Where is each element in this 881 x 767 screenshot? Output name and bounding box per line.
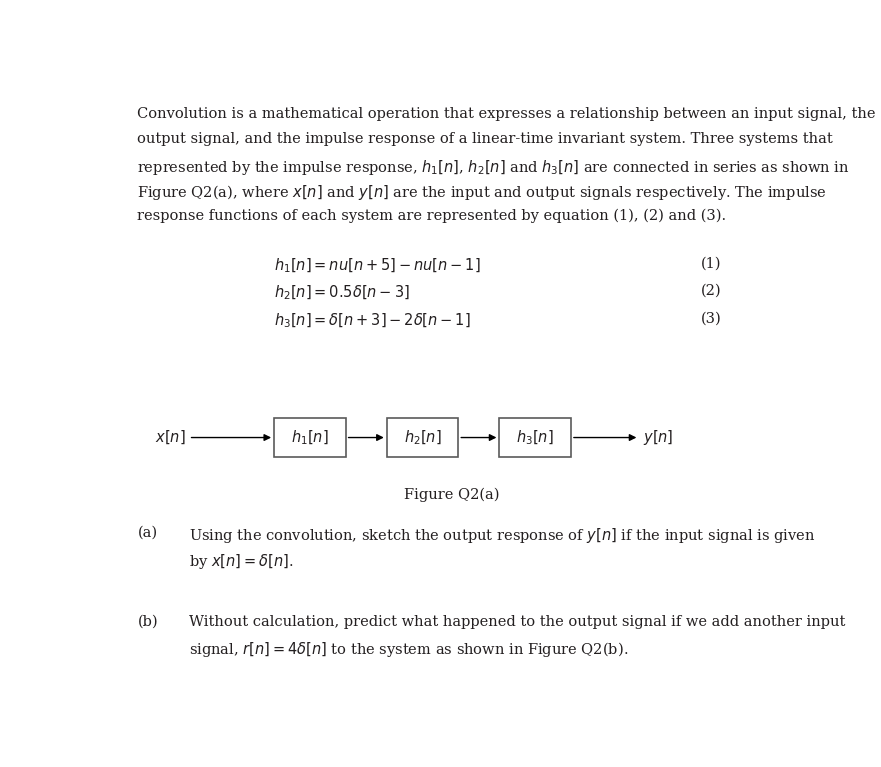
Text: $h_1[n] = nu[n + 5] - nu[n - 1]$: $h_1[n] = nu[n + 5] - nu[n - 1]$: [274, 256, 480, 275]
Text: (3): (3): [700, 311, 722, 326]
Text: Using the convolution, sketch the output response of $y[n]$ if the input signal : Using the convolution, sketch the output…: [189, 526, 815, 545]
Text: signal, $r[n] = 4\delta[n]$ to the system as shown in Figure Q2(b).: signal, $r[n] = 4\delta[n]$ to the syste…: [189, 640, 628, 659]
Text: $h_1[n]$: $h_1[n]$: [291, 428, 329, 446]
Text: $h_3[n] = \delta[n + 3] - 2\delta[n - 1]$: $h_3[n] = \delta[n + 3] - 2\delta[n - 1]…: [274, 311, 470, 330]
Text: (a): (a): [137, 526, 158, 540]
Text: represented by the impulse response, $h_1[n]$, $h_2[n]$ and $h_3[n]$ are connect: represented by the impulse response, $h_…: [137, 157, 850, 176]
FancyBboxPatch shape: [274, 418, 345, 456]
Text: $x[n]$: $x[n]$: [155, 429, 185, 446]
Text: output signal, and the impulse response of a linear-time invariant system. Three: output signal, and the impulse response …: [137, 132, 833, 146]
FancyBboxPatch shape: [387, 418, 458, 456]
Text: $y[n]$: $y[n]$: [642, 428, 673, 447]
Text: $h_2[n] = 0.5\delta[n-3]$: $h_2[n] = 0.5\delta[n-3]$: [274, 284, 410, 302]
Text: response functions of each system are represented by equation (1), (2) and (3).: response functions of each system are re…: [137, 209, 727, 222]
Text: $h_2[n]$: $h_2[n]$: [403, 428, 441, 446]
Text: (b): (b): [137, 614, 158, 629]
Text: (1): (1): [700, 256, 722, 270]
Text: by $x[n] = \delta[n]$.: by $x[n] = \delta[n]$.: [189, 551, 293, 571]
Text: Figure Q2(a), where $x[n]$ and $y[n]$ are the input and output signals respectiv: Figure Q2(a), where $x[n]$ and $y[n]$ ar…: [137, 183, 827, 202]
Text: Convolution is a mathematical operation that expresses a relationship between an: Convolution is a mathematical operation …: [137, 107, 876, 121]
Text: (2): (2): [700, 284, 722, 298]
Text: Figure Q2(a): Figure Q2(a): [403, 488, 500, 502]
Text: $h_3[n]$: $h_3[n]$: [516, 428, 554, 446]
FancyBboxPatch shape: [500, 418, 571, 456]
Text: Without calculation, predict what happened to the output signal if we add anothe: Without calculation, predict what happen…: [189, 614, 845, 629]
